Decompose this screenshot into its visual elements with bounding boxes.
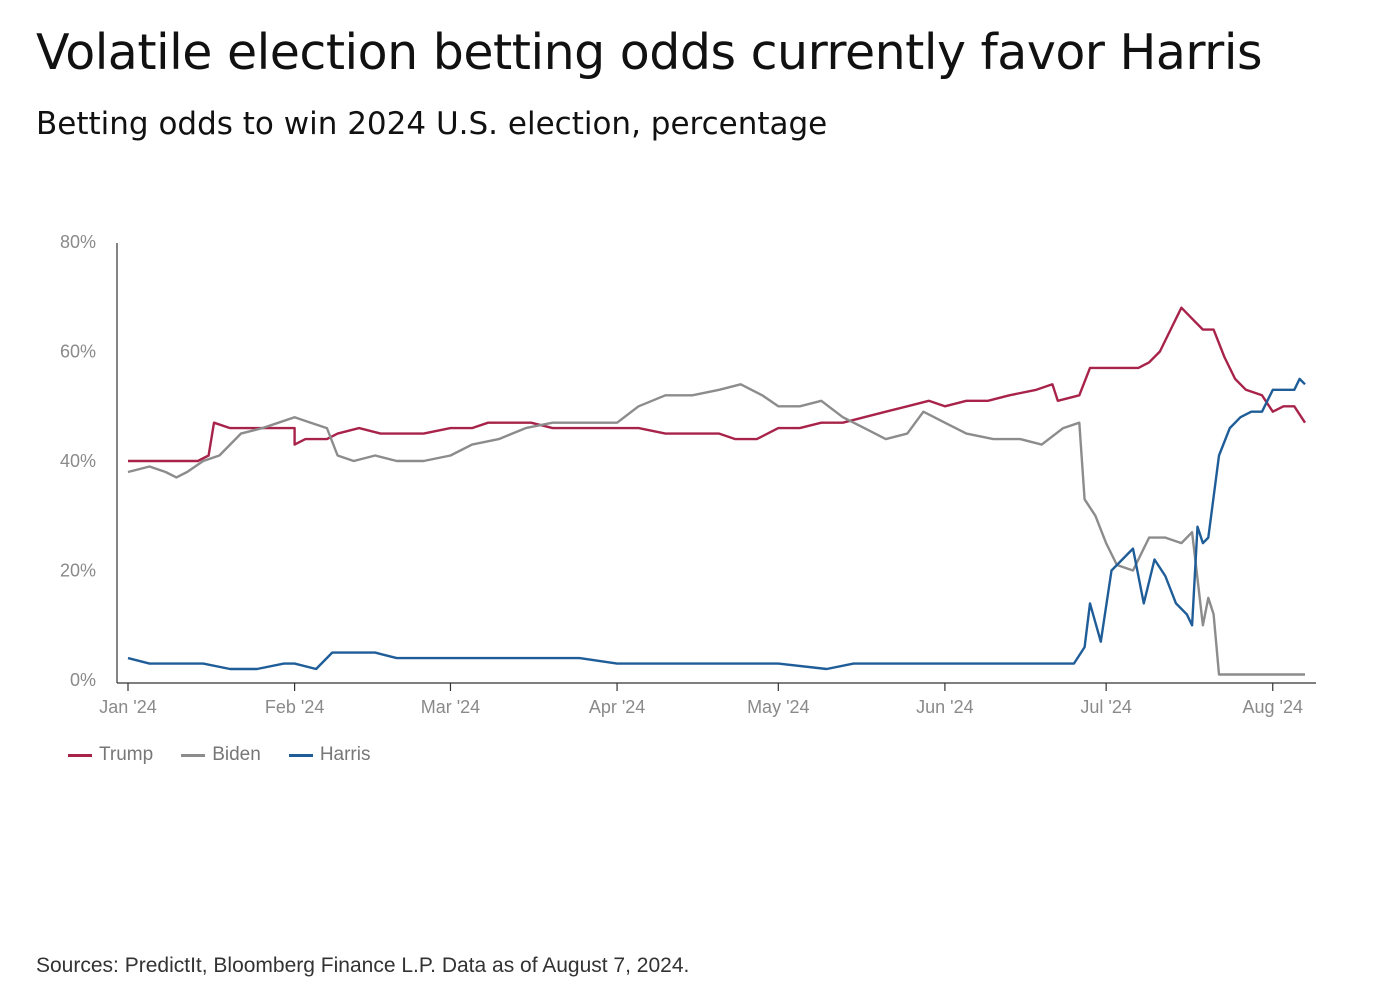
x-axis-ticks: Jan '24 Feb '24 Mar '24 Apr '24 May '24 Jun '… (99, 683, 1303, 717)
legend-swatch (288, 753, 313, 757)
x-tick-label: Aug '24 (1243, 697, 1304, 717)
legend-item-biden: Biden (181, 744, 261, 766)
series-layer (127, 306, 1307, 676)
x-tick-label: Jun '24 (916, 697, 973, 717)
y-tick-label: 60% (60, 342, 96, 362)
series-line-harris (127, 377, 1306, 671)
y-tick-label: 80% (60, 232, 96, 252)
legend-swatch (68, 753, 92, 757)
legend-item-trump: Trump (68, 744, 153, 766)
legend-label: Biden (212, 744, 261, 765)
legend-label: Harris (319, 744, 371, 765)
y-tick-label: 20% (60, 561, 96, 581)
x-tick-label: May '24 (747, 697, 809, 717)
y-tick-label: 0% (70, 670, 96, 690)
x-tick-label: Mar '24 (421, 697, 480, 717)
source-note: Sources: PredictIt, Bloomberg Finance L.… (36, 954, 690, 977)
chart-title: Volatile election betting odds currently… (36, 24, 1262, 81)
y-axis-ticks: 0% 20% 40% 60% 80% (60, 232, 96, 690)
legend-label: Trump (99, 744, 154, 765)
legend: Trump Biden Harris (68, 744, 370, 766)
legend-swatch (181, 753, 206, 757)
series-line-trump (128, 306, 1307, 463)
x-tick-label: Feb '24 (265, 697, 324, 717)
series-line-biden (127, 383, 1305, 676)
y-tick-label: 40% (60, 451, 96, 471)
x-tick-label: Jan '24 (99, 697, 156, 717)
x-tick-label: Jul '24 (1080, 697, 1131, 717)
x-tick-label: Apr '24 (589, 697, 645, 717)
legend-item-harris: Harris (288, 744, 371, 766)
chart-subtitle: Betting odds to win 2024 U.S. election, … (36, 106, 828, 142)
